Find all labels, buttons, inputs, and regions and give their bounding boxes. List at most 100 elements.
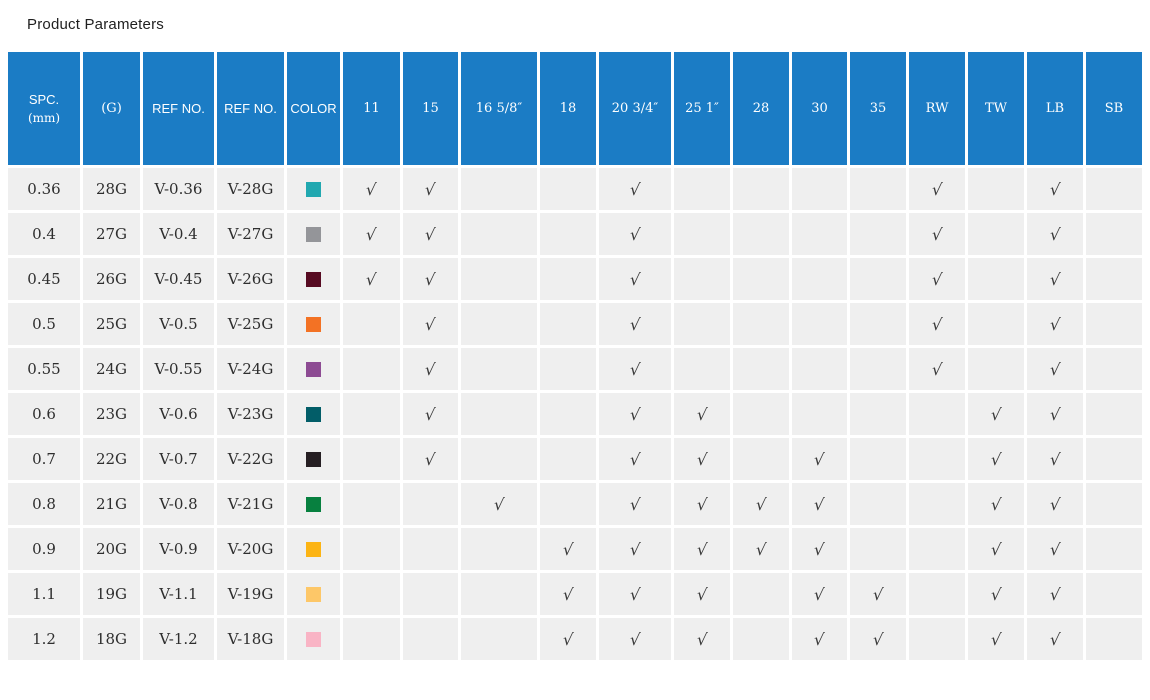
- cell-c18: [540, 168, 596, 210]
- cell-c35: √: [850, 618, 906, 660]
- page-title: Product Parameters: [27, 16, 164, 33]
- cell-tw: [968, 213, 1024, 255]
- check-icon: √: [628, 179, 642, 199]
- table-row: 0.9 20G V-0.9 V-20G √ √ √ √ √ √ √: [8, 528, 1142, 570]
- cell-c18: √: [540, 573, 596, 615]
- cell-c16: [461, 618, 537, 660]
- check-icon: √: [628, 539, 642, 559]
- check-icon: √: [989, 629, 1003, 649]
- cell-c35: [850, 348, 906, 390]
- cell-c18: [540, 213, 596, 255]
- cell-c11: √: [343, 213, 400, 255]
- cell-lb: √: [1027, 168, 1083, 210]
- column-header-label: 25 1″: [685, 101, 719, 116]
- check-icon: √: [424, 269, 437, 289]
- cell-lb: √: [1027, 393, 1083, 435]
- check-icon: √: [561, 629, 575, 649]
- cell-ref2-highlighted-link[interactable]: V-20G: [217, 528, 284, 570]
- cell-lb: √: [1027, 213, 1083, 255]
- column-header-label: 18: [559, 101, 577, 116]
- cell-c28: √: [733, 483, 789, 525]
- column-header-label: 35: [869, 101, 887, 116]
- table-row: 0.55 24G V-0.55 V-24G √ √ √ √: [8, 348, 1142, 390]
- cell-c16: [461, 258, 537, 300]
- color-swatch: [306, 361, 321, 377]
- column-header-c11: 11: [343, 52, 400, 165]
- cell-c16: [461, 168, 537, 210]
- column-header-label: (G): [101, 101, 122, 116]
- cell-spc: 0.8: [8, 483, 80, 525]
- check-icon: √: [930, 269, 944, 289]
- cell-c28: [733, 393, 789, 435]
- column-header-label: 11: [363, 101, 380, 116]
- cell-c11: √: [343, 258, 400, 300]
- cell-c11: [343, 348, 400, 390]
- column-header-c35: 35: [850, 52, 906, 165]
- cell-c30: [792, 348, 847, 390]
- color-swatch: [306, 451, 321, 467]
- check-icon: √: [813, 494, 826, 514]
- check-icon: √: [628, 494, 642, 514]
- check-icon: √: [424, 224, 437, 244]
- table-header-row: SPC. (mm) (G) REF NO. REF NO. COLOR 11 15 16 5/8…: [8, 52, 1142, 165]
- cell-sb: [1086, 573, 1142, 615]
- cell-rw: √: [909, 303, 965, 345]
- cell-c11: [343, 438, 400, 480]
- cell-lb: √: [1027, 258, 1083, 300]
- cell-c16: [461, 348, 537, 390]
- color-swatch: [306, 631, 321, 647]
- cell-ref1: V-0.36: [143, 168, 214, 210]
- check-icon: √: [424, 314, 437, 334]
- check-icon: √: [1048, 629, 1062, 649]
- check-icon: √: [628, 359, 642, 379]
- cell-ref2: V-21G: [217, 483, 284, 525]
- cell-c18: √: [540, 528, 596, 570]
- cell-ref2: V-22G: [217, 438, 284, 480]
- column-header-label: SB: [1104, 101, 1124, 116]
- check-icon: √: [695, 494, 709, 514]
- cell-c20: √: [599, 168, 671, 210]
- column-header-label: REF NO.: [224, 101, 277, 116]
- cell-c20: √: [599, 393, 671, 435]
- cell-c15: [403, 483, 458, 525]
- cell-c20: √: [599, 303, 671, 345]
- cell-c25: √: [674, 438, 730, 480]
- cell-c35: [850, 258, 906, 300]
- table-row: 0.6 23G V-0.6 V-23G √ √ √ √ √: [8, 393, 1142, 435]
- check-icon: √: [1048, 359, 1062, 379]
- check-icon: √: [930, 359, 944, 379]
- cell-gauge: 26G: [83, 258, 140, 300]
- cell-c28: [733, 303, 789, 345]
- color-swatch: [306, 271, 321, 287]
- cell-gauge: 18G: [83, 618, 140, 660]
- cell-spc: 0.5: [8, 303, 80, 345]
- cell-c15: [403, 618, 458, 660]
- table-row: 0.45 26G V-0.45 V-26G √ √ √ √ √: [8, 258, 1142, 300]
- check-icon: √: [1048, 404, 1062, 424]
- cell-c18: [540, 348, 596, 390]
- check-icon: √: [1048, 539, 1062, 559]
- cell-sb: [1086, 483, 1142, 525]
- cell-c25: [674, 303, 730, 345]
- cell-c25: √: [674, 573, 730, 615]
- cell-tw: √: [968, 618, 1024, 660]
- cell-gauge: 19G: [83, 573, 140, 615]
- cell-gauge: 25G: [83, 303, 140, 345]
- cell-ref2: V-19G: [217, 573, 284, 615]
- check-icon: √: [989, 584, 1003, 604]
- column-header-c15: 15: [403, 52, 458, 165]
- cell-rw: √: [909, 213, 965, 255]
- cell-tw: [968, 258, 1024, 300]
- cell-c25: √: [674, 393, 730, 435]
- cell-sb: [1086, 303, 1142, 345]
- column-header-lb: LB: [1027, 52, 1083, 165]
- cell-rw: √: [909, 258, 965, 300]
- cell-gauge: 21G: [83, 483, 140, 525]
- cell-sb: [1086, 348, 1142, 390]
- column-header-label: 16 5/8″: [475, 101, 523, 116]
- cell-ref1: V-0.9: [143, 528, 214, 570]
- cell-c20: √: [599, 528, 671, 570]
- column-header-c30: 30: [792, 52, 847, 165]
- cell-gauge: 22G: [83, 438, 140, 480]
- cell-lb: √: [1027, 303, 1083, 345]
